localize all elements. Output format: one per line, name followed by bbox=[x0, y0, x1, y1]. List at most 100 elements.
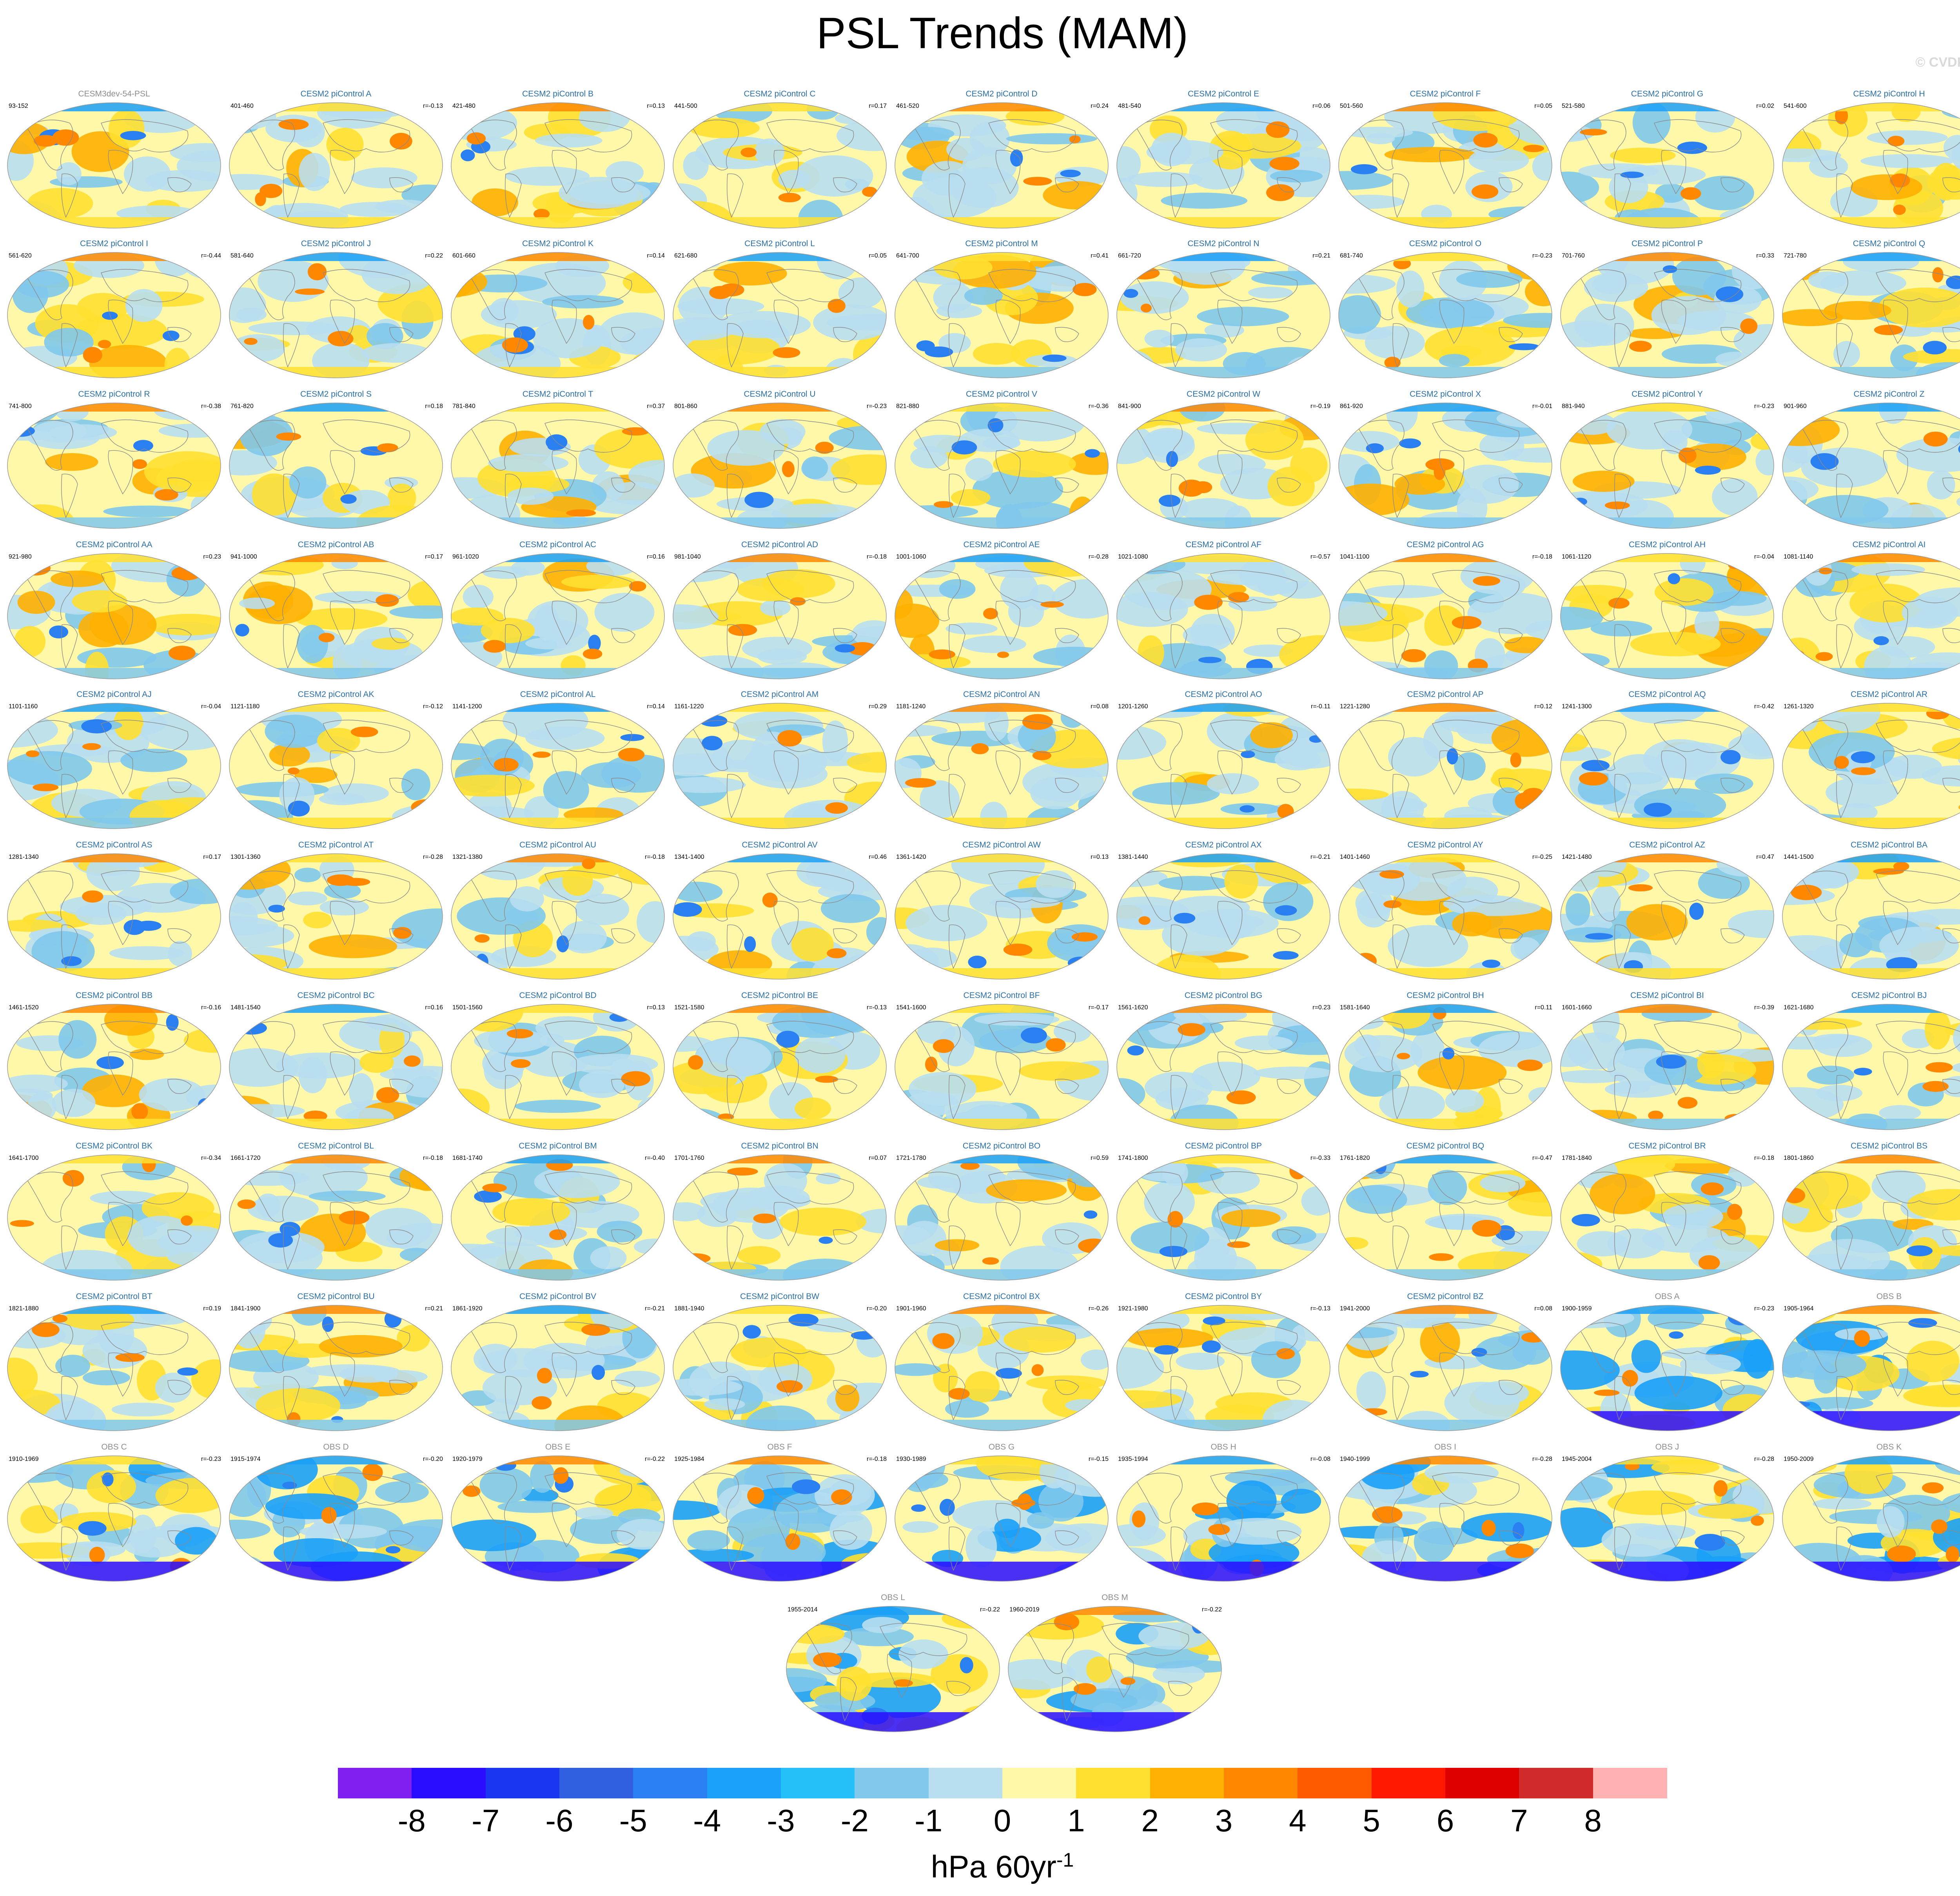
coastline bbox=[1210, 1171, 1298, 1205]
map-panel: CESM2 piControl AF 1021-1080 r=-0.57 bbox=[1112, 540, 1334, 689]
trend-patch bbox=[139, 1078, 205, 1111]
panel-correlation: r=-0.13 bbox=[1310, 1305, 1330, 1312]
coastline bbox=[108, 1352, 133, 1397]
southern-band bbox=[451, 517, 664, 528]
trend-patch bbox=[463, 584, 494, 609]
northern-band bbox=[1117, 553, 1330, 562]
panel-year-range: 1905-1964 bbox=[1784, 1305, 1814, 1312]
trend-patch bbox=[1428, 1170, 1467, 1205]
trend-extreme-spot bbox=[893, 1679, 913, 1687]
panel-title: CESM2 piControl AS bbox=[76, 840, 152, 849]
trend-patch bbox=[359, 1052, 394, 1073]
coastline bbox=[833, 1380, 857, 1395]
trend-map bbox=[229, 853, 443, 980]
coastline bbox=[1171, 1526, 1187, 1571]
coastline bbox=[1876, 570, 1960, 603]
trend-extreme-spot bbox=[1472, 1219, 1501, 1237]
panel-correlation: r=0.06 bbox=[1312, 103, 1330, 109]
trend-patch bbox=[191, 210, 221, 228]
panel-title: OBS I bbox=[1434, 1442, 1457, 1451]
coastline bbox=[611, 1229, 635, 1245]
trend-map bbox=[1116, 1154, 1330, 1281]
coastline bbox=[1432, 419, 1520, 453]
trend-extreme-spot bbox=[916, 340, 935, 352]
panel-year-range: 1141-1200 bbox=[452, 703, 482, 710]
coastline bbox=[1392, 173, 1409, 218]
map-panel: CESM2 piControl AG 1041-1100 r=-0.18 bbox=[1334, 540, 1556, 689]
map-outline bbox=[1116, 1154, 1330, 1281]
trend-extreme-spot bbox=[1203, 1316, 1225, 1325]
panel-title: CESM2 piControl BO bbox=[962, 1141, 1041, 1150]
trend-extreme-spot bbox=[1069, 135, 1081, 143]
southern-band bbox=[1117, 517, 1330, 528]
map-outline bbox=[1782, 703, 1960, 829]
coastline bbox=[1614, 1225, 1631, 1270]
trend-patch bbox=[1339, 788, 1389, 801]
trend-extreme-spot bbox=[1473, 132, 1498, 148]
northern-band bbox=[229, 1305, 443, 1314]
panel-title: CESM2 piControl AP bbox=[1407, 690, 1484, 699]
trend-map bbox=[1338, 403, 1552, 529]
trend-extreme-spot bbox=[307, 263, 327, 281]
trend-extreme-spot bbox=[318, 633, 335, 642]
coastline bbox=[101, 269, 189, 302]
map-panel: CESM2 piControl BC 1481-1540 r=0.16 bbox=[225, 991, 447, 1140]
coastline bbox=[1277, 928, 1301, 943]
panel-year-range: 1401-1460 bbox=[1340, 854, 1370, 860]
colorbar-tick: -4 bbox=[693, 1803, 721, 1838]
colorbar-cell bbox=[1519, 1768, 1593, 1798]
coastline bbox=[1499, 327, 1523, 342]
trend-extreme-spot bbox=[166, 1014, 179, 1031]
trend-extreme-spot bbox=[260, 183, 283, 198]
trend-patch bbox=[904, 553, 956, 579]
map-outline bbox=[7, 703, 221, 829]
map-panel: CESM2 piControl BZ 1941-2000 r=0.08 bbox=[1334, 1292, 1556, 1441]
trend-patch bbox=[164, 348, 191, 378]
trend-extreme-spot bbox=[237, 1199, 256, 1209]
trend-map bbox=[1116, 102, 1330, 229]
trend-extreme-spot bbox=[1482, 960, 1501, 968]
trend-patch bbox=[606, 481, 664, 505]
coastline bbox=[692, 720, 739, 771]
southern-band bbox=[1117, 818, 1330, 829]
trend-extreme-spot bbox=[1629, 341, 1652, 352]
northern-band bbox=[1782, 252, 1960, 261]
panel-title: CESM2 piControl AK bbox=[298, 690, 374, 699]
coastline bbox=[1720, 1380, 1745, 1395]
trend-patch bbox=[324, 882, 361, 899]
trend-map bbox=[1338, 1455, 1552, 1582]
coastline bbox=[544, 419, 632, 453]
coastline bbox=[552, 1051, 577, 1096]
panel-correlation: r=-0.20 bbox=[866, 1305, 887, 1312]
panel-correlation: r=-0.23 bbox=[1532, 252, 1552, 259]
trend-patch bbox=[986, 1179, 1067, 1201]
coastline bbox=[1654, 419, 1742, 453]
coastline bbox=[773, 1202, 799, 1246]
coastline bbox=[1055, 327, 1079, 342]
trend-extreme-spot bbox=[1679, 447, 1697, 463]
trend-patch bbox=[309, 1190, 386, 1202]
southern-band bbox=[1339, 217, 1552, 228]
northern-band bbox=[7, 103, 221, 111]
trend-extreme-spot bbox=[1434, 463, 1446, 480]
northern-band bbox=[895, 403, 1108, 412]
coastline bbox=[692, 120, 739, 171]
panel-correlation: r=-0.39 bbox=[1754, 1004, 1774, 1011]
trend-extreme-spot bbox=[327, 874, 355, 886]
southern-band bbox=[1339, 818, 1552, 829]
coastline bbox=[1801, 871, 1848, 922]
coastline bbox=[727, 1526, 744, 1571]
map-outline bbox=[229, 1154, 443, 1281]
northern-band bbox=[673, 103, 886, 111]
coastline bbox=[988, 1472, 1076, 1506]
northern-band bbox=[7, 703, 221, 712]
panel-year-range: 1910-1969 bbox=[9, 1456, 39, 1462]
panel-year-range: 1945-2004 bbox=[1562, 1456, 1592, 1462]
trend-patch bbox=[1161, 192, 1248, 209]
coastline bbox=[1579, 570, 1626, 621]
trend-patch bbox=[534, 1166, 620, 1198]
trend-extreme-spot bbox=[1677, 1097, 1698, 1109]
